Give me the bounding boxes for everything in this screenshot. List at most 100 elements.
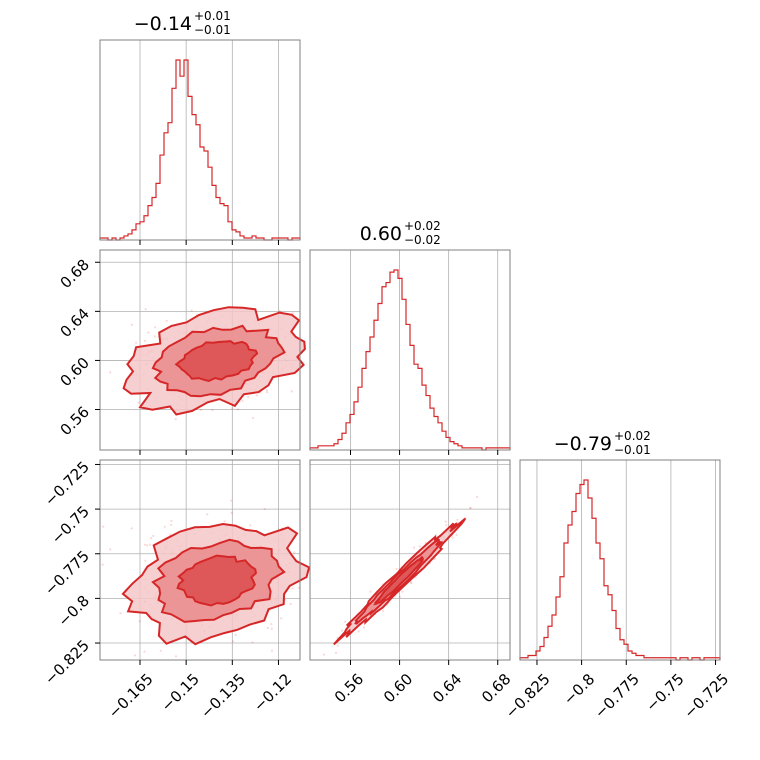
- sample-point: [290, 390, 293, 393]
- sample-point: [336, 644, 339, 647]
- panel-title-hist-param2-minus: −0.02: [404, 233, 441, 247]
- sample-point: [170, 523, 173, 526]
- sample-point: [369, 590, 372, 593]
- panel-frame-hist-param2: [309, 249, 511, 451]
- sample-point: [270, 623, 273, 626]
- x-tick-label-hist-param1-1: −0.15: [158, 670, 203, 715]
- sample-point: [434, 557, 437, 560]
- sample-point: [146, 544, 149, 547]
- sample-point: [206, 513, 209, 516]
- sample-point: [199, 408, 203, 411]
- sample-point: [230, 499, 233, 502]
- sample-point: [154, 326, 157, 329]
- sample-point: [234, 633, 237, 637]
- sample-point: [362, 626, 366, 629]
- sample-point: [444, 520, 447, 523]
- sample-point: [270, 649, 274, 652]
- panel-title-hist-param3: −0.79 +0.02−0.01: [554, 429, 651, 457]
- sample-point: [445, 524, 448, 527]
- sample-point: [409, 580, 413, 584]
- x-tick-label-hist-param1-2: −0.135: [197, 670, 249, 722]
- panel-title-hist-param1-minus: −0.01: [194, 23, 231, 37]
- histogram-step-hist-param1: [99, 59, 301, 241]
- sample-point: [341, 629, 344, 632]
- panel-title-hist-param2-value: 0.60: [360, 223, 402, 245]
- sample-point: [237, 408, 240, 411]
- y-tick-label-joint-param1-param3-4: −0.725: [41, 458, 93, 510]
- x-tick-label-hist-param3-4: −0.725: [680, 670, 732, 722]
- histogram-step-hist-param3: [519, 479, 721, 661]
- panel-frame-joint-param1-param3: [99, 459, 301, 661]
- sample-point: [165, 319, 168, 322]
- sample-point: [130, 527, 133, 530]
- sample-point: [334, 651, 338, 655]
- panel-frame-joint-param1-param2: [99, 249, 301, 451]
- sample-point: [190, 309, 193, 312]
- panel-title-hist-param1: −0.14 +0.01−0.01: [134, 9, 231, 37]
- sample-point: [456, 518, 459, 521]
- sample-point: [144, 559, 147, 562]
- sample-point: [401, 590, 404, 593]
- x-tick-label-hist-param3-2: −0.775: [591, 670, 643, 722]
- sample-point: [153, 335, 156, 338]
- sample-point: [169, 533, 172, 536]
- sample-point: [130, 323, 133, 326]
- sample-point: [109, 371, 112, 374]
- sample-point: [344, 620, 347, 623]
- y-tick-label-joint-param1-param2-0: 0.56: [57, 403, 93, 439]
- y-tick-label-joint-param1-param2-2: 0.64: [57, 305, 93, 341]
- panel-title-hist-param1-value: −0.14: [134, 13, 192, 35]
- sample-point: [270, 627, 273, 630]
- sample-point: [144, 543, 147, 546]
- sample-point: [231, 640, 234, 643]
- sample-point: [266, 626, 269, 630]
- x-tick-label-hist-param2-1: 0.60: [380, 670, 416, 706]
- sample-point: [138, 620, 141, 623]
- sample-point: [102, 525, 105, 528]
- y-tick-label-joint-param1-param3-0: −0.825: [41, 636, 93, 688]
- sample-point: [291, 587, 294, 590]
- sample-point: [469, 506, 472, 509]
- y-tick-label-joint-param1-param3-2: −0.775: [41, 547, 93, 599]
- panel-title-hist-param3-minus: −0.01: [614, 443, 651, 457]
- sample-point: [255, 394, 258, 397]
- sample-point: [289, 602, 292, 606]
- sample-point: [455, 533, 458, 537]
- sample-point: [382, 609, 385, 612]
- sample-point: [265, 389, 269, 392]
- sample-point: [410, 582, 413, 585]
- sample-point: [143, 339, 147, 342]
- sample-point: [174, 418, 177, 421]
- sample-point: [137, 401, 140, 404]
- panel-frame-hist-param3: [519, 459, 721, 661]
- sample-point: [119, 612, 122, 615]
- sample-point: [174, 655, 178, 658]
- sample-point: [241, 399, 244, 402]
- sample-point: [476, 495, 479, 499]
- sample-point: [211, 408, 214, 412]
- density-contour-joint-param1-param2-2: [174, 340, 259, 383]
- sample-point: [147, 331, 150, 334]
- sample-point: [223, 520, 226, 523]
- y-tick-label-joint-param1-param3-3: −0.75: [48, 502, 93, 547]
- density-contour-joint-param1-param3-2: [176, 554, 257, 607]
- x-tick-label-hist-param3-1: −0.8: [560, 670, 598, 708]
- sample-point: [143, 650, 146, 653]
- sample-point: [418, 545, 421, 548]
- sample-point: [109, 548, 112, 551]
- sample-point: [469, 507, 472, 510]
- sample-point: [251, 641, 254, 644]
- sample-point: [357, 630, 360, 633]
- x-tick-label-hist-param2-0: 0.56: [331, 670, 367, 706]
- sample-point: [297, 586, 300, 589]
- panel-title-hist-param2-plus: +0.02: [404, 219, 441, 233]
- sample-point: [150, 537, 153, 540]
- x-tick-label-hist-param1-0: −0.165: [105, 670, 157, 722]
- sample-point: [293, 551, 296, 554]
- x-tick-label-hist-param1-3: −0.12: [250, 670, 295, 715]
- sample-point: [170, 519, 173, 522]
- y-tick-label-joint-param1-param2-1: 0.60: [57, 354, 93, 390]
- panel-title-hist-param3-plus: +0.02: [614, 429, 651, 443]
- panel-title-hist-param3-value: −0.79: [554, 433, 612, 455]
